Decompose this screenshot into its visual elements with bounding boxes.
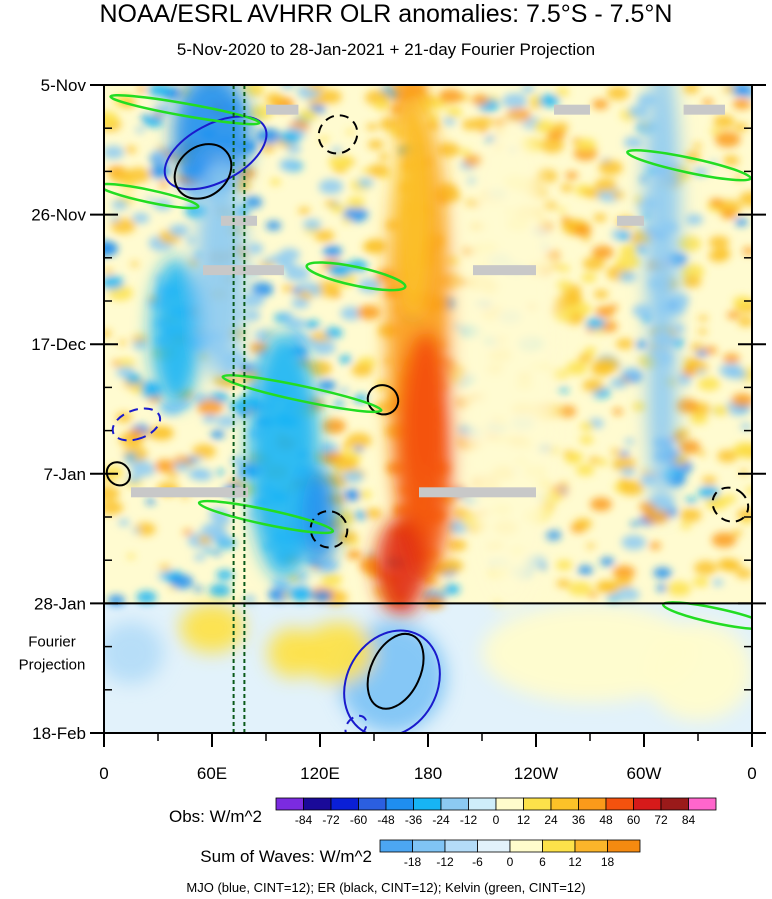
x-tick-label: 120W (514, 764, 558, 783)
obs-colorbar-label: -36 (405, 813, 423, 827)
kelvin-contour (197, 499, 335, 535)
waves-colorbar-swatch (607, 839, 641, 853)
kelvin-contour (109, 93, 261, 126)
x-tick-label: 0 (747, 764, 756, 783)
er-contour (173, 143, 233, 200)
obs-colorbar-label: 48 (599, 813, 613, 827)
kelvin-contour (626, 149, 752, 182)
waves-colorbar-swatch (477, 839, 511, 853)
kelvin-contour (305, 261, 407, 292)
obs-colorbar-swatch (303, 797, 332, 811)
chart-subtitle: 5-Nov-2020 to 28-Jan-2021 + 21-day Fouri… (176, 40, 596, 59)
waves-colorbar-label: 0 (507, 855, 514, 869)
x-tick-label: 120E (300, 764, 340, 783)
obs-colorbar-swatch (688, 797, 717, 811)
obs-colorbar-swatch (550, 797, 579, 811)
wave-series-kelvin (104, 93, 752, 631)
missing-data-band (266, 104, 299, 115)
waves-colorbar-label: 18 (601, 855, 615, 869)
missing-data-band (683, 104, 725, 115)
obs-colorbar-label: 36 (572, 813, 586, 827)
obs-colorbar-label: 12 (517, 813, 531, 827)
y-tick-label: 5-Nov (41, 76, 87, 95)
obs-colorbar-label: -60 (350, 813, 368, 827)
y-tick-label: 7-Jan (43, 465, 86, 484)
wave-legend-footer: MJO (blue, CINT=12); ER (black, CINT=12)… (186, 880, 585, 895)
projection-anomaly-field (104, 603, 752, 733)
waves-colorbar-label: 6 (539, 855, 546, 869)
obs-colorbar-swatch (495, 797, 524, 811)
obs-colorbar-label: 84 (682, 813, 696, 827)
waves-colorbar-title: Sum of Waves: W/m^2 (200, 847, 372, 866)
obs-colorbar-swatch (413, 797, 442, 811)
missing-data-band (473, 265, 536, 276)
obs-colorbar-swatch (440, 797, 469, 811)
obs-colorbar-label: -24 (432, 813, 450, 827)
mjo-contour (111, 407, 162, 442)
obs-colorbar-label: -12 (460, 813, 478, 827)
x-tick-label: 180 (414, 764, 442, 783)
obs-colorbar-label: -48 (377, 813, 395, 827)
projection-label: Projection (19, 657, 86, 674)
obs-colorbar-label: -72 (322, 813, 340, 827)
waves-colorbar-swatch (509, 839, 543, 853)
obs-colorbar-label: -84 (295, 813, 313, 827)
obs-colorbar-swatch (633, 797, 662, 811)
kelvin-contour (104, 182, 200, 210)
er-contour (366, 632, 425, 710)
obs-colorbar-swatch (605, 797, 634, 811)
missing-data-band (221, 215, 257, 226)
obs-colorbar-swatch (578, 797, 607, 811)
obs-colorbar-title: Obs: W/m^2 (169, 807, 262, 826)
er-contour (309, 510, 349, 549)
y-tick-label: 17-Dec (31, 335, 86, 354)
er-contour (317, 114, 359, 155)
obs-colorbar-swatch (385, 797, 414, 811)
missing-data-band (131, 487, 248, 498)
obs-colorbar-swatch (358, 797, 387, 811)
kelvin-contour (221, 373, 383, 414)
x-tick-label: 60E (197, 764, 227, 783)
missing-data-band (554, 104, 590, 115)
obs-colorbar-swatch (468, 797, 497, 811)
waves-colorbar-swatch (444, 839, 478, 853)
waves-colorbar-label: -12 (436, 855, 454, 869)
kelvin-contour (661, 601, 752, 631)
x-tick-label: 0 (99, 764, 108, 783)
obs-colorbar-label: 0 (493, 813, 500, 827)
obs-colorbar-label: 72 (654, 813, 668, 827)
y-tick-label: 28-Jan (34, 594, 86, 613)
obs-colorbar-swatch (660, 797, 689, 811)
y-tick-label: 18-Feb (32, 724, 86, 743)
waves-colorbar-label: 12 (568, 855, 582, 869)
waves-colorbar-swatch (412, 839, 446, 853)
obs-colorbar-swatch (330, 797, 359, 811)
x-tick-label: 60W (627, 764, 662, 783)
waves-colorbar-swatch (574, 839, 608, 853)
obs-anomaly-bands (150, 85, 680, 616)
projection-label: Fourier (28, 634, 76, 651)
obs-colorbar-swatch (523, 797, 552, 811)
waves-colorbar-swatch (379, 839, 413, 853)
obs-colorbar-label: 24 (544, 813, 558, 827)
waves-colorbar-label: -18 (404, 855, 422, 869)
er-contour (105, 461, 131, 487)
chart-title: NOAA/ESRL AVHRR OLR anomalies: 7.5°S - 7… (99, 0, 673, 28)
missing-data-band (617, 215, 644, 226)
waves-colorbar-label: -6 (472, 855, 483, 869)
waves-colorbar-swatch (542, 839, 576, 853)
er-contour (711, 486, 750, 523)
obs-colorbar-label: 60 (627, 813, 641, 827)
y-tick-label: 26-Nov (31, 206, 86, 225)
obs-colorbar-swatch (275, 797, 304, 811)
missing-data-band (419, 487, 536, 498)
